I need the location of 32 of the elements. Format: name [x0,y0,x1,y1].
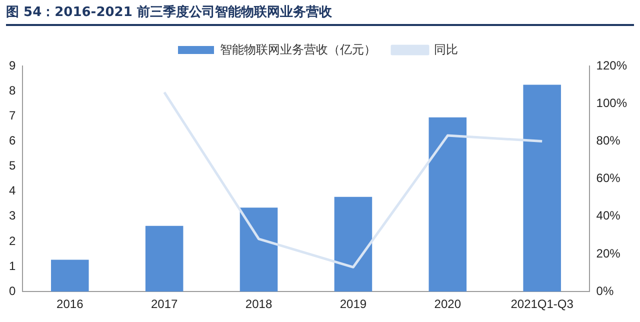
y2-tick-label: 60% [596,171,621,186]
y2-tick-label: 100% [596,96,628,110]
x-tick-label: 2017 [150,297,178,312]
y2-tick-label: 40% [596,208,621,223]
y2-tick-label: 0% [596,284,614,298]
x-tick-label: 2019 [340,297,367,312]
y-tick-label: 5 [8,158,16,173]
y-tick-label: 3 [8,208,16,223]
y-tick-label: 9 [8,58,16,72]
bar [51,260,89,292]
y-tick-label: 7 [8,108,16,122]
y-tick-label: 6 [8,134,16,148]
bar [334,196,372,292]
x-tick-label: 2020 [434,297,462,312]
y-tick-label: 0 [8,284,16,298]
y-tick-label: 8 [8,83,16,98]
bar [523,84,561,292]
y2-tick-label: 120% [596,58,628,72]
legend-label: 智能物联网业务营收（亿元） [220,42,376,56]
y2-tick-label: 20% [596,246,621,260]
y-tick-label: 1 [8,258,16,273]
y-tick-label: 4 [8,184,16,198]
bar [145,226,184,292]
y-tick-label: 2 [8,234,16,248]
y2-tick-label: 80% [596,134,621,148]
bar [428,117,467,292]
chart-title: 图 54：2016-2021 前三季度公司智能物联网业务营收 [6,2,634,26]
x-tick-label: 2016 [56,297,84,312]
x-tick-label: 2021Q1-Q3 [510,297,574,312]
legend-label: 同比 [434,42,458,56]
x-tick-label: 2018 [245,297,272,312]
bar [240,208,278,292]
